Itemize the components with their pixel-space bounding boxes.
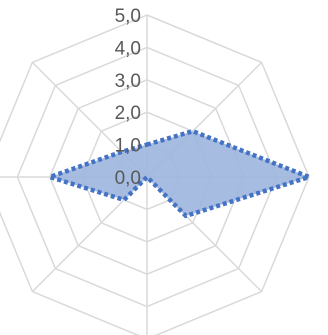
tick-label-4: 4,0 — [115, 38, 141, 59]
tick-label-3: 3,0 — [115, 71, 141, 92]
tick-label-2: 2,0 — [115, 103, 141, 124]
series-area-1 — [47, 128, 312, 219]
grid-ring-5 — [0, 14, 310, 335]
tick-label-0: 0,0 — [115, 168, 141, 189]
tick-label-1: 1,0 — [115, 136, 141, 157]
tick-label-5: 5,0 — [115, 6, 141, 27]
radar-series-layer — [47, 128, 312, 219]
axis-spoke-6 — [31, 176, 148, 293]
radar-tick-labels: 0,0 1,0 2,0 3,0 4,0 5,0 — [115, 6, 141, 189]
